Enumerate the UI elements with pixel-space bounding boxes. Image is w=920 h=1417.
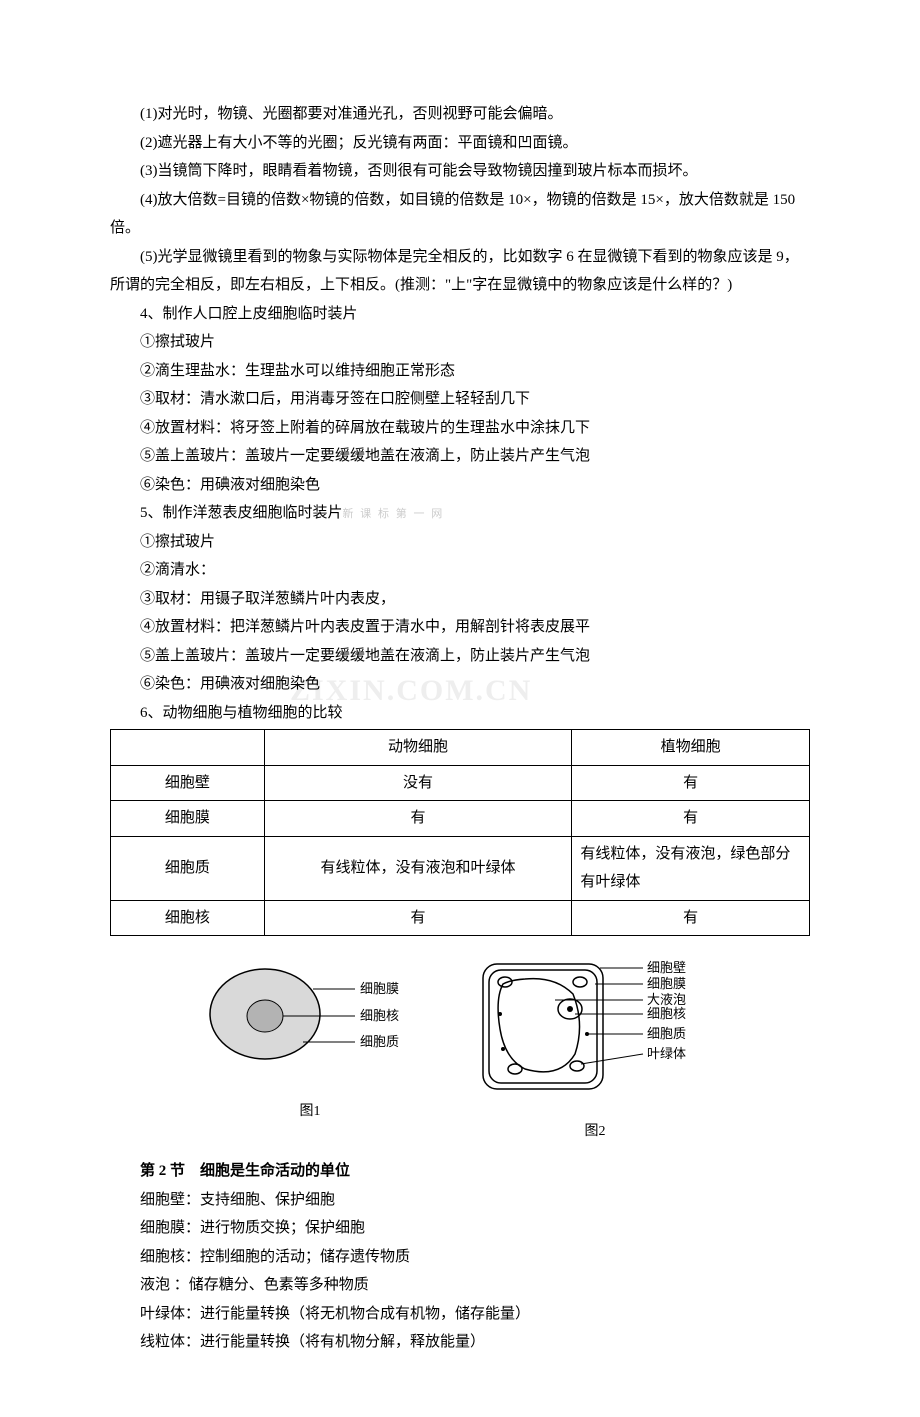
s2: 细胞膜：进行物质交换；保护细胞 <box>110 1214 810 1243</box>
comparison-table: 动物细胞 植物细胞 细胞壁 没有 有 细胞膜 有 有 细胞质 有线粒体，没有液泡… <box>110 729 810 936</box>
fig1-caption: 图1 <box>195 1099 425 1126</box>
figure-2: 细胞壁 细胞膜 大液泡 细胞核 细胞质 叶绿体 图2 <box>465 954 725 1145</box>
fig2-label-5: 叶绿体 <box>647 1046 686 1061</box>
s5: 叶绿体：进行能量转换（将无机物合成有机物，储存能量） <box>110 1300 810 1329</box>
para-5: (5)光学显微镜里看到的物象与实际物体是完全相反的，比如数字 6 在显微镜下看到… <box>110 243 810 300</box>
table-header-row: 动物细胞 植物细胞 <box>111 730 810 766</box>
sub-6f: ⑥染色：用碘液对细胞染色 <box>110 471 810 500</box>
td: 细胞壁 <box>111 765 265 801</box>
s4: 液泡 ：储存糖分、色素等多种物质 <box>110 1271 810 1300</box>
td: 有 <box>264 801 572 837</box>
th-1: 动物细胞 <box>264 730 572 766</box>
diagrams-row: 细胞膜 细胞核 细胞质 图1 细胞壁 细胞膜 大液泡 <box>110 954 810 1145</box>
td: 细胞核 <box>111 900 265 936</box>
sub-7f: ⑥染色：用碘液对细胞染色 <box>110 670 810 699</box>
fig2-label-0: 细胞壁 <box>647 960 686 975</box>
sub-7c: ③取材：用镊子取洋葱鳞片叶内表皮， <box>110 585 810 614</box>
th-2: 植物细胞 <box>572 730 810 766</box>
para-3: (3)当镜筒下降时，眼睛看着物镜，否则很有可能会导致物镜因撞到玻片标本而损坏。 <box>110 157 810 186</box>
td: 有 <box>264 900 572 936</box>
td: 有 <box>572 765 810 801</box>
para-7-text: 5、制作洋葱表皮细胞临时装片 <box>140 505 343 521</box>
table-row: 细胞膜 有 有 <box>111 801 810 837</box>
table-row: 细胞核 有 有 <box>111 900 810 936</box>
para-1: (1)对光时，物镜、光圈都要对准通光孔，否则视野可能会偏暗。 <box>110 100 810 129</box>
th-0 <box>111 730 265 766</box>
sub-6c: ③取材：清水漱口后，用消毒牙签在口腔侧壁上轻轻刮几下 <box>110 385 810 414</box>
table-row: 细胞质 有线粒体，没有液泡和叶绿体 有线粒体，没有液泡，绿色部分有叶绿体 <box>111 836 810 900</box>
animal-cell-svg: 细胞膜 细胞核 细胞质 <box>195 954 425 1084</box>
sub-6e: ⑤盖上盖玻片：盖玻片一定要缓缓地盖在液滴上，防止装片产生气泡 <box>110 442 810 471</box>
fig1-label-1: 细胞核 <box>360 1008 399 1023</box>
td: 有线粒体，没有液泡，绿色部分有叶绿体 <box>572 836 810 900</box>
fig2-label-4: 细胞质 <box>647 1026 686 1041</box>
para-2: (2)遮光器上有大小不等的光圈；反光镜有两面：平面镜和凹面镜。 <box>110 129 810 158</box>
fig2-label-2: 大液泡 <box>647 992 686 1007</box>
s6: 线粒体：进行能量转换（将有机物分解，释放能量） <box>110 1328 810 1357</box>
sub-6a: ①擦拭玻片 <box>110 328 810 357</box>
td: 细胞质 <box>111 836 265 900</box>
figure-1: 细胞膜 细胞核 细胞质 图1 <box>195 954 425 1145</box>
para-6: 4、制作人口腔上皮细胞临时装片 <box>110 300 810 329</box>
para-8: 6、动物细胞与植物细胞的比较 <box>110 699 810 728</box>
sub-6d: ④放置材料：将牙签上附着的碎屑放在载玻片的生理盐水中涂抹几下 <box>110 414 810 443</box>
sub-7a: ①擦拭玻片 <box>110 528 810 557</box>
fig2-caption: 图2 <box>465 1119 725 1146</box>
s3: 细胞核：控制细胞的活动；储存遗传物质 <box>110 1243 810 1272</box>
sub-6b: ②滴生理盐水：生理盐水可以维持细胞正常形态 <box>110 357 810 386</box>
td: 有线粒体，没有液泡和叶绿体 <box>264 836 572 900</box>
td: 没有 <box>264 765 572 801</box>
fig1-label-0: 细胞膜 <box>360 981 399 996</box>
sub-7d: ④放置材料：把洋葱鳞片叶内表皮置于清水中，用解剖针将表皮展平 <box>110 613 810 642</box>
td: 有 <box>572 900 810 936</box>
section-2-title: 第 2 节 细胞是生命活动的单位 <box>110 1157 810 1186</box>
para-7: 5、制作洋葱表皮细胞临时装片新 课 标 第 一 网 <box>110 499 810 528</box>
fig2-label-1: 细胞膜 <box>647 976 686 991</box>
plant-cell-svg: 细胞壁 细胞膜 大液泡 细胞核 细胞质 叶绿体 <box>465 954 725 1104</box>
table-row: 细胞壁 没有 有 <box>111 765 810 801</box>
s1: 细胞壁：支持细胞、保护细胞 <box>110 1186 810 1215</box>
fig1-label-2: 细胞质 <box>360 1034 399 1049</box>
td: 细胞膜 <box>111 801 265 837</box>
para-4: (4)放大倍数=目镜的倍数×物镜的倍数，如目镜的倍数是 10×，物镜的倍数是 1… <box>110 186 810 243</box>
gray-note: 新 课 标 第 一 网 <box>343 508 445 520</box>
fig2-label-3: 细胞核 <box>647 1006 686 1021</box>
td: 有 <box>572 801 810 837</box>
sub-7b: ②滴清水： <box>110 556 810 585</box>
